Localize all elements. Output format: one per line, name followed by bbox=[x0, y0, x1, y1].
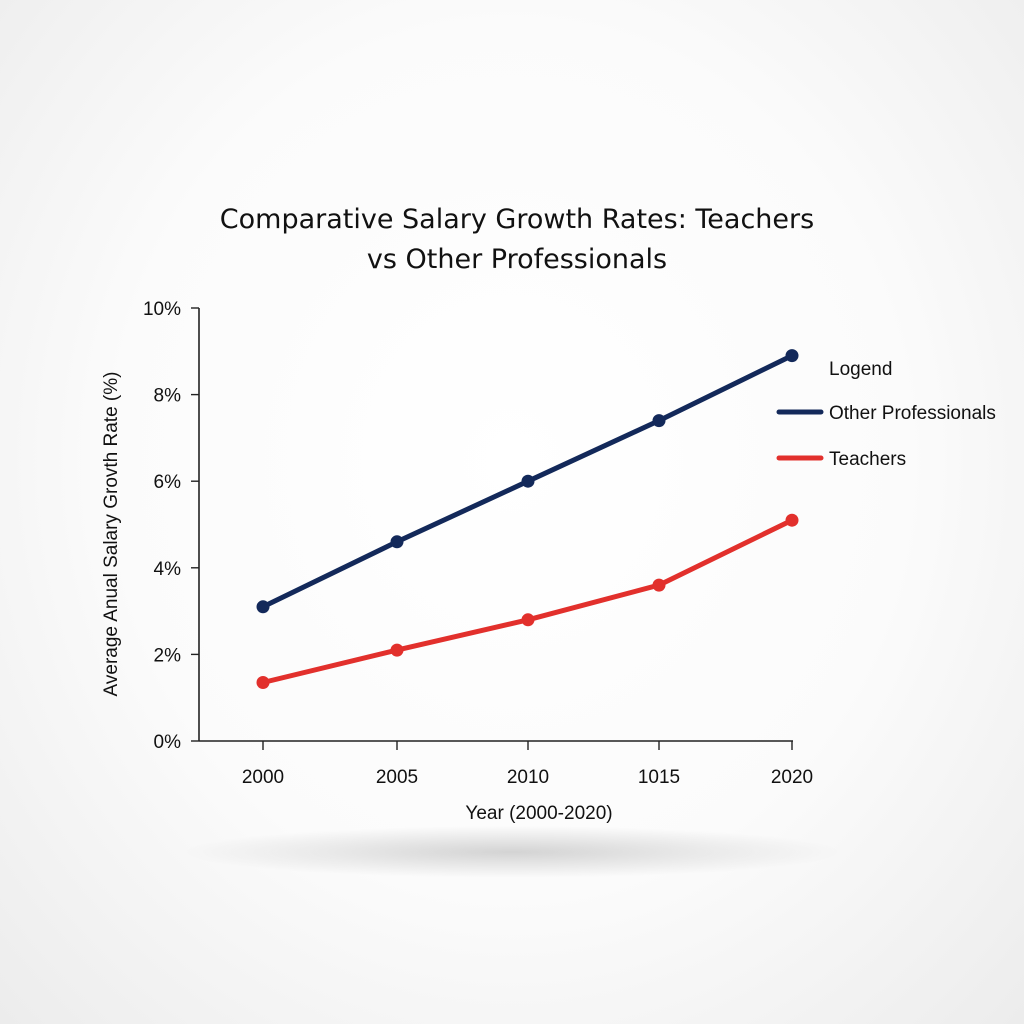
legend-entry-label: Other Professionals bbox=[829, 403, 996, 424]
data-point bbox=[390, 535, 404, 549]
legend-entry-label: Teachers bbox=[829, 449, 906, 470]
series-layer bbox=[256, 349, 799, 689]
data-point bbox=[521, 474, 535, 488]
y-axis-label: Average Anual Salary Grovth Rate (%) bbox=[101, 372, 122, 697]
y-tick-label: 8% bbox=[154, 386, 182, 407]
data-point bbox=[652, 578, 666, 592]
data-point bbox=[521, 613, 535, 627]
x-tick-label: 2000 bbox=[242, 767, 284, 788]
series-line bbox=[260, 517, 795, 685]
data-point bbox=[785, 513, 799, 527]
floor-shadow bbox=[182, 826, 842, 878]
chart-title-line-1: Comparative Salary Growth Rates: Teacher… bbox=[220, 204, 814, 235]
series-other-professionals bbox=[256, 349, 799, 614]
data-point bbox=[256, 600, 270, 614]
legend-title: Logend bbox=[829, 359, 892, 380]
axes: 0% 2% 4% 6% 8% 10% 2000 2005 2010 1015 2020 bbox=[143, 299, 813, 788]
x-tick-label: 2005 bbox=[376, 767, 418, 788]
data-point bbox=[652, 414, 666, 428]
x-tick-label: 1015 bbox=[638, 767, 680, 788]
series-teachers bbox=[256, 513, 799, 689]
x-tick-label: 2020 bbox=[771, 767, 813, 788]
x-axis-label: Year (2000-2020) bbox=[465, 803, 612, 824]
y-tick-label: 2% bbox=[154, 645, 182, 666]
data-point bbox=[390, 643, 404, 657]
legend: Logend Other Professionals Teachers bbox=[776, 359, 996, 470]
x-tick-label: 2010 bbox=[507, 767, 549, 788]
y-tick-label: 4% bbox=[154, 559, 182, 580]
y-tick-label: 6% bbox=[154, 472, 182, 493]
data-point bbox=[256, 676, 270, 689]
y-tick-label: 10% bbox=[143, 299, 181, 320]
data-point bbox=[785, 349, 799, 363]
y-tick-label: 0% bbox=[154, 732, 182, 753]
chart-title-line-2: vs Other Professionals bbox=[367, 244, 667, 275]
